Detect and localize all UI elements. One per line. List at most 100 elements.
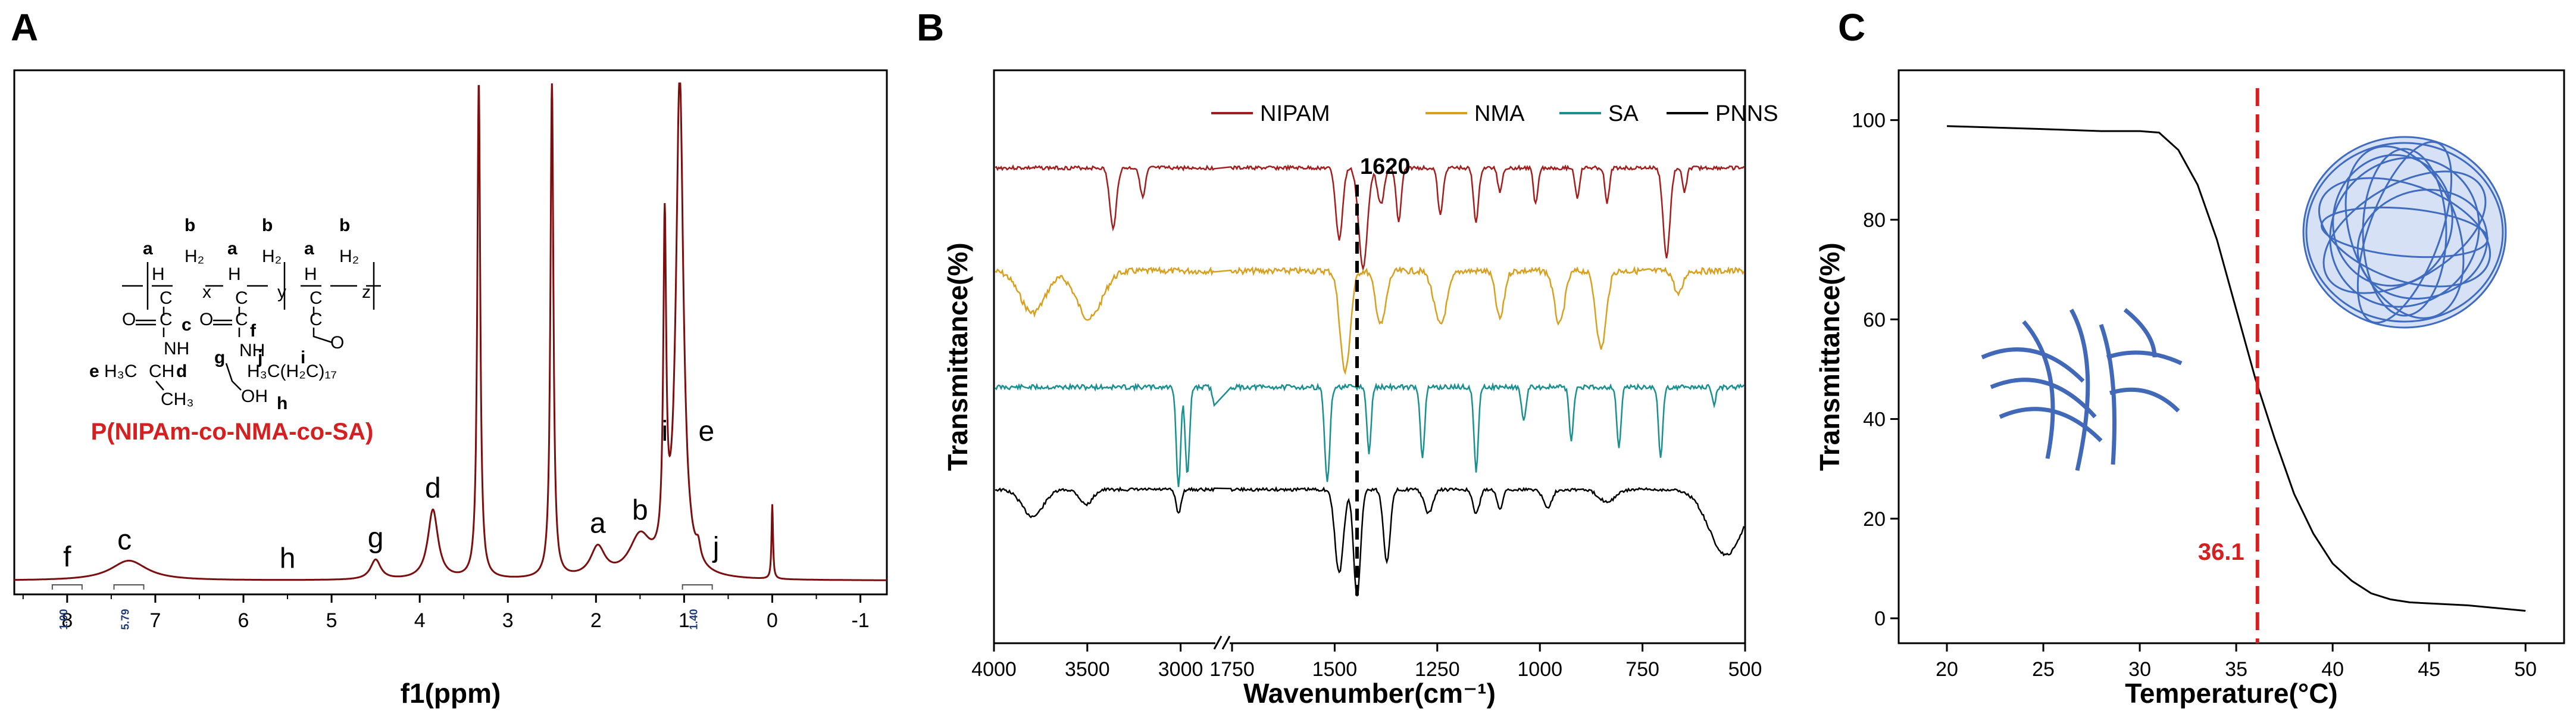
atom-c-carbonyl1: C (160, 310, 173, 329)
atom-c-carbonyl3: C (310, 310, 323, 329)
label-a3: a (304, 239, 314, 258)
atom-o2: O (199, 310, 213, 329)
y-axis-label-b: Transmittance(%) (942, 242, 973, 471)
label-i: i (301, 348, 305, 367)
x-tick-label-c: 20 (1936, 658, 1958, 681)
x-tick-label-b: 750 (1625, 658, 1659, 681)
integral-bracket (113, 584, 145, 590)
axis-break (1213, 635, 1231, 650)
x-tick-label-c: 50 (2514, 658, 2537, 681)
side-chain-bonds (155, 363, 242, 391)
x-tick-label-a: 0 (767, 609, 778, 632)
atom-ch: CH (149, 362, 174, 381)
label-g: g (214, 348, 225, 367)
panel-label-b: B (917, 6, 944, 49)
x-tick-label-b: 1000 (1517, 658, 1562, 681)
integral-value: 1.40 (688, 609, 700, 630)
x-tick-label-c: 35 (2225, 658, 2247, 681)
x-axis-ticks-b: 4000 3500 3000 1750 1500 1250 1000 750 500 (971, 643, 1762, 681)
panel-label-a: A (11, 6, 38, 49)
legend-label-nma: NMA (1474, 101, 1525, 126)
polymer-name: P(NIPAm-co-NMA-co-SA) (91, 419, 374, 445)
atom-h3: H (304, 264, 317, 284)
sub-y: y (277, 282, 286, 302)
x-tick-label-a: 4 (414, 609, 426, 632)
extended-chain-illustration (1981, 308, 2183, 471)
x-axis-ticks-a: 8 7 6 5 4 3 2 1 0 -1 (22, 594, 870, 632)
peak-label-i: i (662, 416, 668, 447)
x-tick-label-a: 5 (326, 609, 337, 632)
peak-label-c: c (117, 525, 132, 556)
label-b3: b (339, 216, 350, 235)
peak-label-g: g (368, 522, 384, 554)
side-bonds (162, 307, 315, 316)
y-tick-label-c: 40 (1863, 409, 1886, 431)
atom-chain: H₃C(H₂C)₁₇ (247, 362, 337, 381)
legend-label-sa: SA (1608, 101, 1639, 126)
x-tick-label-b: 500 (1728, 658, 1762, 681)
atom-o1: O (122, 310, 136, 329)
atom-h2-1: H₂ (185, 247, 204, 266)
atom-nh1: NH (164, 339, 189, 359)
x-tick-label-c: 30 (2128, 658, 2151, 681)
x-tick-label-b: 3000 (1158, 658, 1203, 681)
axis-ticks-c: 20 25 30 35 40 45 50 0 20 40 60 80 100 (1852, 110, 2537, 681)
x-tick-label-b: 1500 (1312, 658, 1358, 681)
nmr-spectrum-line (14, 82, 887, 581)
y-tick-label-c: 100 (1852, 110, 1886, 132)
x-tick-label-a: 6 (238, 609, 249, 632)
label-f: f (250, 321, 257, 341)
nipam-spectrum (995, 164, 1745, 272)
x-tick-label-a: 7 (149, 609, 161, 632)
atom-oh: OH (241, 387, 268, 406)
panel-c: C Transmittance(%) Temperature(°C) 20 25 3… (1814, 6, 2565, 709)
chemical-structure: a a a b b b H H₂ H H₂ H H₂ C C C x y z O… (89, 216, 381, 445)
label-a2: a (227, 239, 237, 258)
legend-label-nipam: NIPAM (1260, 101, 1330, 126)
nma-spectrum (995, 266, 1745, 375)
panel-label-c: C (1838, 6, 1865, 49)
atom-c3: C (310, 288, 323, 308)
axes-frame-b (993, 69, 1746, 644)
lcst-threshold-label: 36.1 (2198, 539, 2244, 565)
x-tick-label-a: 8 (61, 609, 73, 632)
pnns-spectrum (995, 486, 1745, 597)
x-axis-label-a: f1(ppm) (401, 678, 501, 709)
atom-c1: C (160, 288, 173, 308)
integral-value: 5.79 (120, 609, 132, 630)
label-h: h (277, 394, 287, 413)
peak-label-j: j (712, 532, 720, 563)
atom-nh2: NH (239, 341, 265, 360)
atom-c-carbonyl2: C (235, 310, 248, 329)
integral-value: 1.00 (58, 609, 70, 630)
integral-bracket (51, 584, 83, 590)
x-tick-label-c: 25 (2032, 658, 2055, 681)
x-tick-label-a: 1 (679, 609, 690, 632)
legend-b: NIPAM NMA SA PNNS (1211, 101, 1778, 126)
atom-h1: H (152, 264, 165, 284)
label-d: d (176, 362, 187, 381)
legend-label-pnns: PNNS (1715, 101, 1778, 126)
y-tick-label-c: 0 (1874, 607, 1886, 630)
x-tick-label-b: 1250 (1415, 658, 1460, 681)
peak-label-f: f (63, 541, 71, 573)
atom-h2-3: H₂ (339, 247, 359, 266)
peak-label-e: e (698, 416, 714, 447)
atom-h3c: H₃C (104, 362, 137, 381)
label-b2: b (262, 216, 273, 235)
atom-h2: H (228, 264, 241, 284)
x-axis-label-b: Wavenumber(cm⁻¹) (1243, 678, 1496, 709)
x-tick-label-c: 45 (2418, 658, 2440, 681)
y-axis-label-c: Transmittance(%) (1814, 242, 1845, 471)
atom-o3: O (330, 333, 344, 353)
atom-ch3: CH₃ (161, 390, 194, 409)
peak-label-a: a (590, 507, 606, 539)
peak-labels-a: f c h g d a b i e j (63, 416, 719, 575)
sub-z: z (362, 282, 371, 302)
x-tick-label-c: 40 (2321, 658, 2344, 681)
sa-spectrum (995, 382, 1745, 487)
y-tick-label-c: 80 (1863, 209, 1886, 232)
axes-frame-c (1897, 69, 2565, 644)
label-j: j (257, 348, 262, 367)
